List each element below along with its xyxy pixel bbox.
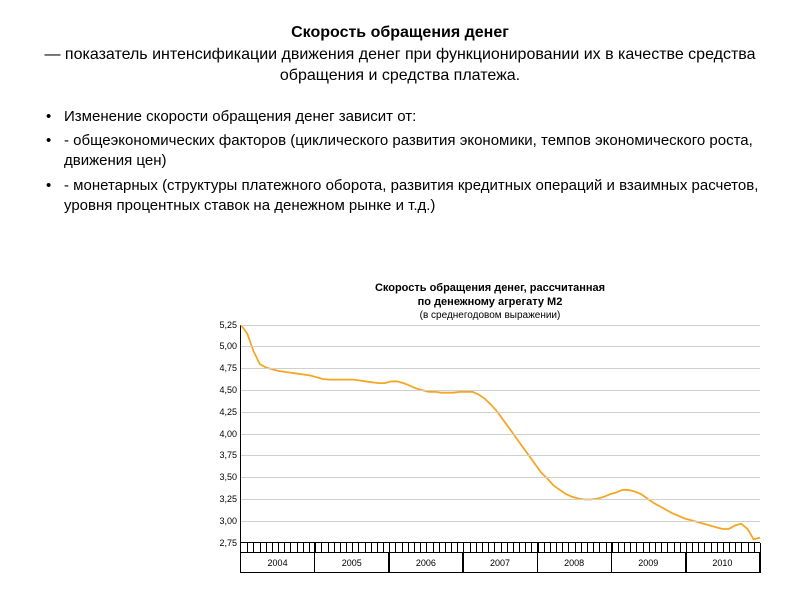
chart-title: Скорость обращения денег, рассчитанная п… xyxy=(220,282,760,310)
x-year-label: 2010 xyxy=(686,553,760,572)
x-minor-ticks xyxy=(240,543,760,553)
chart-plot-area: 2,753,003,253,503,754,004,254,504,755,00… xyxy=(240,325,760,543)
page-title: Скорость обращения денег — показатель ин… xyxy=(40,22,760,87)
title-bold: Скорость обращения денег xyxy=(291,24,509,41)
chart-title-line1: Скорость обращения денег, рассчитанная xyxy=(375,282,605,294)
y-tick-label: 4,25 xyxy=(209,407,237,417)
y-tick-label: 3,75 xyxy=(209,450,237,460)
list-item: - монетарных (структуры платежного оборо… xyxy=(64,176,760,217)
x-year-labels: 2004200520062007200820092010 xyxy=(240,553,760,573)
y-tick-label: 3,00 xyxy=(209,516,237,526)
title-sub: — показатель интенсификации движения ден… xyxy=(44,46,755,85)
y-tick-label: 4,00 xyxy=(209,429,237,439)
y-tick-label: 5,25 xyxy=(209,320,237,330)
y-tick-label: 4,75 xyxy=(209,363,237,373)
x-year-label: 2006 xyxy=(389,553,463,572)
x-year-label: 2008 xyxy=(538,553,612,572)
chart-x-axis: 2004200520062007200820092010 xyxy=(240,543,760,573)
y-tick-label: 3,25 xyxy=(209,494,237,504)
x-year-label: 2004 xyxy=(241,553,315,572)
x-year-label: 2009 xyxy=(612,553,686,572)
x-year-label: 2007 xyxy=(463,553,537,572)
y-tick-label: 4,50 xyxy=(209,385,237,395)
list-item: Изменение скорости обращения денег завис… xyxy=(64,107,760,127)
y-tick-label: 5,00 xyxy=(209,341,237,351)
y-tick-label: 2,75 xyxy=(209,538,237,548)
x-year-label: 2005 xyxy=(315,553,389,572)
chart-subtitle: (в среднегодовом выражении) xyxy=(220,310,760,321)
list-item: - общеэкономических факторов (циклическо… xyxy=(64,131,760,172)
y-tick-label: 3,50 xyxy=(209,472,237,482)
velocity-chart: Скорость обращения денег, рассчитанная п… xyxy=(220,282,760,572)
bullet-list: Изменение скорости обращения денег завис… xyxy=(40,107,760,216)
chart-title-line2: по денежному агрегату М2 xyxy=(418,296,563,308)
